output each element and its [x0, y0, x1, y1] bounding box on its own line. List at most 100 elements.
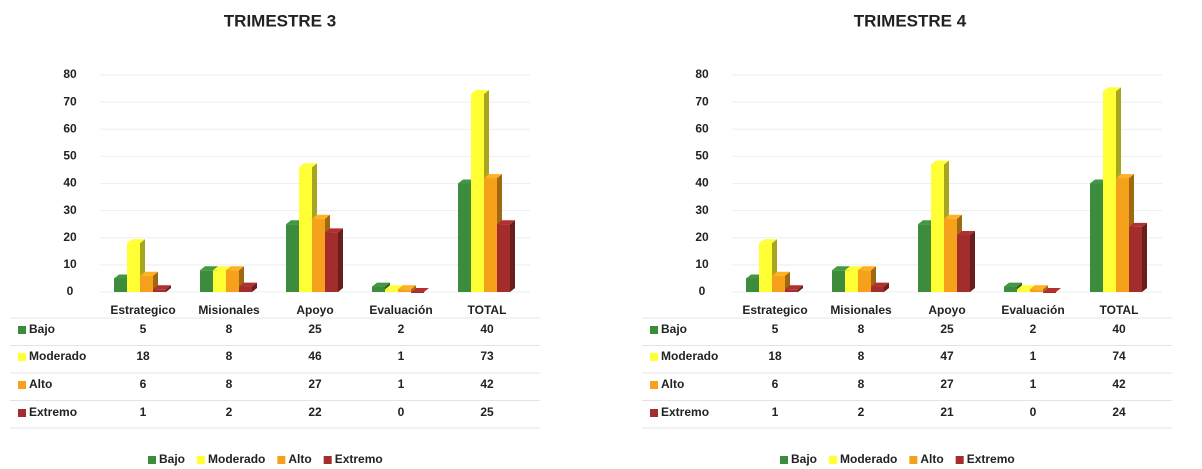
table-value: 0 [398, 405, 405, 419]
table-key [18, 409, 26, 417]
y-tick-label: 50 [695, 149, 709, 163]
legend-label: Moderado [840, 452, 897, 466]
bar [398, 289, 411, 292]
bar [918, 224, 931, 292]
bar [312, 218, 325, 292]
y-tick-label: 20 [695, 230, 709, 244]
table-value: 42 [1112, 377, 1126, 391]
y-tick-label: 30 [695, 203, 709, 217]
table-value: 47 [940, 349, 954, 363]
table-value: 1 [1030, 377, 1037, 391]
y-tick-label: 10 [63, 257, 77, 271]
bar [286, 224, 299, 292]
legend-label: Extremo [335, 452, 383, 466]
bar [871, 286, 884, 292]
table-value: 2 [1030, 322, 1037, 336]
bar [127, 243, 140, 292]
bar-top [944, 214, 962, 219]
bar-top [372, 282, 390, 287]
y-tick-label: 50 [63, 149, 77, 163]
bar-top [1043, 288, 1061, 292]
table-value: 0 [1030, 405, 1037, 419]
bar-side [166, 285, 171, 292]
bar [153, 289, 166, 292]
bar-side [884, 282, 889, 292]
bar [944, 218, 957, 292]
table-value: 8 [858, 322, 865, 336]
x-tick-label: Estrategico [110, 303, 175, 317]
table-value: 2 [398, 322, 405, 336]
bar [1103, 91, 1116, 293]
legend-key [829, 456, 838, 464]
y-tick-label: 70 [63, 94, 77, 108]
table-value: 1 [140, 405, 147, 419]
table-value: 40 [1112, 322, 1126, 336]
bar [1030, 289, 1043, 292]
bar [1017, 289, 1030, 292]
bar-top [484, 174, 502, 179]
bar-top [858, 266, 876, 271]
table-value: 40 [480, 322, 494, 336]
table-key [650, 381, 658, 389]
x-tick-label: Apoyo [296, 303, 333, 317]
table-value: 5 [772, 322, 779, 336]
bar-top [1129, 222, 1147, 227]
y-tick-label: 60 [63, 121, 77, 135]
table-value: 1 [1030, 349, 1037, 363]
table-value: 8 [226, 349, 233, 363]
bar [239, 286, 252, 292]
bar-side [798, 285, 803, 292]
bar [772, 275, 785, 292]
table-value: 8 [858, 349, 865, 363]
bar-top [1004, 282, 1022, 287]
table-key [650, 353, 658, 361]
table-series-name: Bajo [29, 322, 55, 336]
bar [931, 164, 944, 292]
y-tick-label: 0 [67, 284, 74, 298]
legend-key [277, 456, 286, 464]
table-value: 1 [772, 405, 779, 419]
bar-top [497, 220, 515, 225]
y-tick-label: 40 [63, 176, 77, 190]
table-value: 74 [1112, 349, 1126, 363]
table-key [18, 381, 26, 389]
bar [458, 183, 471, 292]
bar [785, 289, 798, 292]
bar-top [772, 271, 790, 276]
bar-top [213, 266, 231, 271]
y-tick-label: 0 [699, 284, 706, 298]
bar-top [759, 239, 777, 244]
bar-top [299, 163, 317, 168]
table-value: 8 [226, 377, 233, 391]
table-value: 8 [226, 322, 233, 336]
bar-top [200, 266, 218, 271]
bar [832, 270, 845, 292]
bar [411, 292, 424, 293]
bar-side [338, 228, 343, 292]
legend-key [909, 456, 918, 464]
table-value: 18 [768, 349, 782, 363]
bar [746, 278, 759, 292]
bar [1090, 183, 1103, 292]
bar-top [226, 266, 244, 271]
bar-top [153, 285, 171, 290]
bar [226, 270, 239, 292]
table-series-name: Alto [29, 377, 52, 391]
x-tick-label: Evaluación [1001, 303, 1064, 317]
legend-label: Alto [920, 452, 943, 466]
legend-key [148, 456, 156, 464]
bar-side [252, 282, 257, 292]
bar-side [411, 285, 416, 292]
bar [759, 243, 772, 292]
bar [299, 167, 312, 292]
bar-top [325, 228, 343, 233]
bar [1043, 292, 1056, 293]
table-value: 6 [772, 377, 779, 391]
table-series-name: Moderado [661, 349, 718, 363]
table-series-name: Extremo [661, 405, 709, 419]
bar-top [140, 271, 158, 276]
legend-label: Alto [288, 452, 311, 466]
bar-top [832, 266, 850, 271]
table-value: 27 [308, 377, 322, 391]
bar [845, 270, 858, 292]
